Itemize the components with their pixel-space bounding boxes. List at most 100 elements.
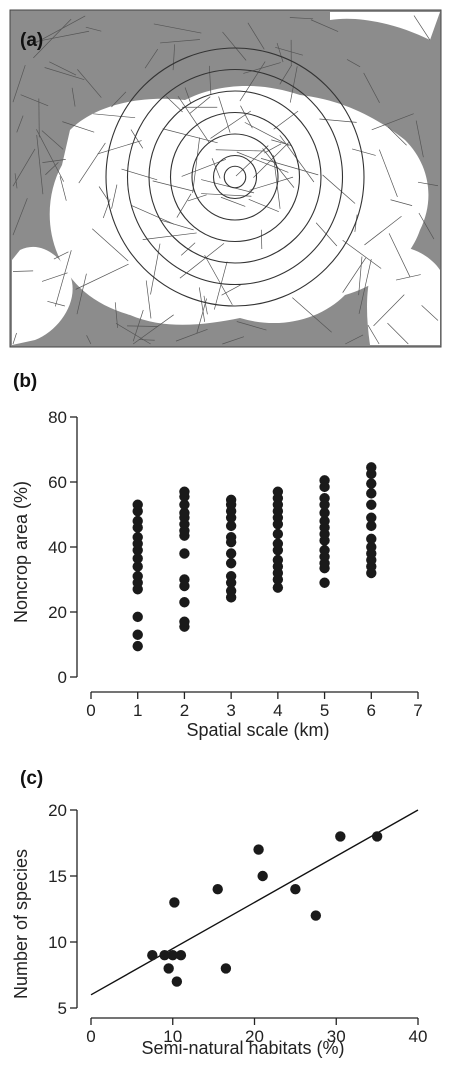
- x-tick-label: 3: [226, 701, 235, 720]
- chart-c-points: [147, 831, 383, 987]
- data-point: [132, 499, 143, 510]
- y-tick-label: 40: [48, 538, 67, 557]
- data-point: [319, 545, 330, 556]
- regression-line: [90, 809, 419, 996]
- data-point: [179, 499, 190, 510]
- data-point: [335, 831, 346, 842]
- data-point: [272, 528, 284, 540]
- data-point: [169, 897, 180, 908]
- x-tick-label: 2: [180, 701, 189, 720]
- data-point: [225, 548, 237, 559]
- data-point: [319, 507, 330, 519]
- x-tick-label: 1: [133, 701, 142, 720]
- data-point: [225, 532, 237, 543]
- data-point: [290, 884, 301, 895]
- map-field-lines: [12, 15, 439, 345]
- data-point: [132, 629, 143, 640]
- y-tick-label: 60: [48, 473, 67, 492]
- scale-ring-6: [126, 68, 344, 286]
- data-point: [366, 512, 377, 523]
- data-point: [179, 616, 190, 627]
- data-point: [225, 520, 237, 532]
- data-point: [253, 844, 264, 855]
- data-point: [159, 950, 170, 961]
- data-point: [366, 520, 377, 532]
- x-tick-label: 0: [86, 1027, 95, 1046]
- x-tick-label: 40: [409, 1027, 428, 1046]
- data-point: [132, 561, 143, 572]
- y-tick-label: 0: [58, 668, 67, 687]
- data-point: [319, 577, 330, 588]
- data-point: [179, 574, 190, 585]
- y-tick-label: 20: [48, 801, 67, 820]
- x-tick-label: 4: [273, 701, 282, 720]
- data-point: [319, 475, 330, 486]
- data-point: [272, 582, 284, 593]
- chart-b-ylabel: Noncrop area (%): [11, 481, 31, 623]
- data-point: [132, 640, 143, 652]
- data-point: [132, 515, 143, 527]
- chart-c-axes: 5 10 15 20 0 10 20 30 40: [48, 801, 427, 1046]
- data-point: [132, 532, 143, 543]
- data-point: [225, 585, 237, 597]
- scale-ring-7: [105, 47, 365, 307]
- data-point: [212, 884, 223, 895]
- data-point: [310, 910, 322, 921]
- map-rings: [105, 47, 365, 307]
- data-point: [175, 950, 187, 961]
- panel-c-label: (c): [20, 768, 43, 789]
- map-fields-north: [330, 12, 440, 40]
- chart-b-xlabel: Spatial scale (km): [186, 720, 329, 740]
- data-point: [366, 499, 377, 510]
- data-point: [272, 538, 284, 549]
- data-point: [167, 950, 178, 961]
- data-point: [257, 870, 268, 882]
- data-point: [225, 571, 237, 582]
- landscape-map: (a): [9, 9, 442, 348]
- x-tick-label: 0: [86, 701, 95, 720]
- panel-a-label: (a): [20, 30, 43, 51]
- data-point: [132, 611, 143, 623]
- scale-ring-3: [191, 133, 279, 221]
- data-point: [319, 515, 330, 527]
- y-tick-label: 15: [48, 867, 67, 886]
- data-point: [147, 950, 158, 961]
- map-content: [9, 9, 442, 348]
- chart-c-ylabel: Number of species: [11, 849, 31, 999]
- chart-c-xlabel: Semi-natural habitats (%): [141, 1038, 344, 1058]
- chart-c: (c) 5 10 15 20 0 10 20 30 40 Semi-natural habita…: [11, 768, 427, 1058]
- scale-ring-4: [169, 111, 301, 243]
- data-point: [163, 963, 174, 974]
- data-point: [179, 507, 190, 519]
- x-tick-label: 20: [245, 1027, 264, 1046]
- x-tick-label: 5: [320, 701, 329, 720]
- chart-c-fit: [90, 809, 419, 996]
- y-tick-label: 5: [58, 999, 67, 1018]
- chart-b: (b) 0 20 40 60 80 0 1 2 3 4 5 6 7 Spatial scale (km)…: [11, 371, 423, 740]
- y-tick-label: 80: [48, 408, 67, 427]
- data-point: [371, 831, 383, 842]
- data-point: [132, 553, 143, 564]
- data-point: [366, 541, 377, 553]
- chart-b-points: [132, 462, 377, 652]
- data-point: [366, 488, 377, 499]
- scale-ring-5: [148, 90, 322, 264]
- scale-ring-1: [223, 165, 247, 189]
- data-point: [225, 494, 237, 506]
- x-tick-label: 30: [327, 1027, 346, 1046]
- data-point: [132, 571, 143, 582]
- x-tick-label: 10: [163, 1027, 182, 1046]
- data-point: [179, 548, 190, 559]
- data-point: [272, 486, 284, 497]
- map-fields: [49, 85, 429, 325]
- data-point: [179, 597, 190, 608]
- panel-b-label: (b): [13, 371, 37, 392]
- data-point: [366, 462, 377, 473]
- data-point: [366, 478, 377, 489]
- chart-b-axes: 0 20 40 60 80 0 1 2 3 4 5 6 7: [48, 408, 423, 720]
- data-point: [171, 976, 183, 987]
- x-tick-label: 7: [413, 701, 422, 720]
- scale-ring-2: [212, 154, 258, 200]
- data-point: [179, 486, 190, 497]
- x-tick-label: 6: [367, 701, 376, 720]
